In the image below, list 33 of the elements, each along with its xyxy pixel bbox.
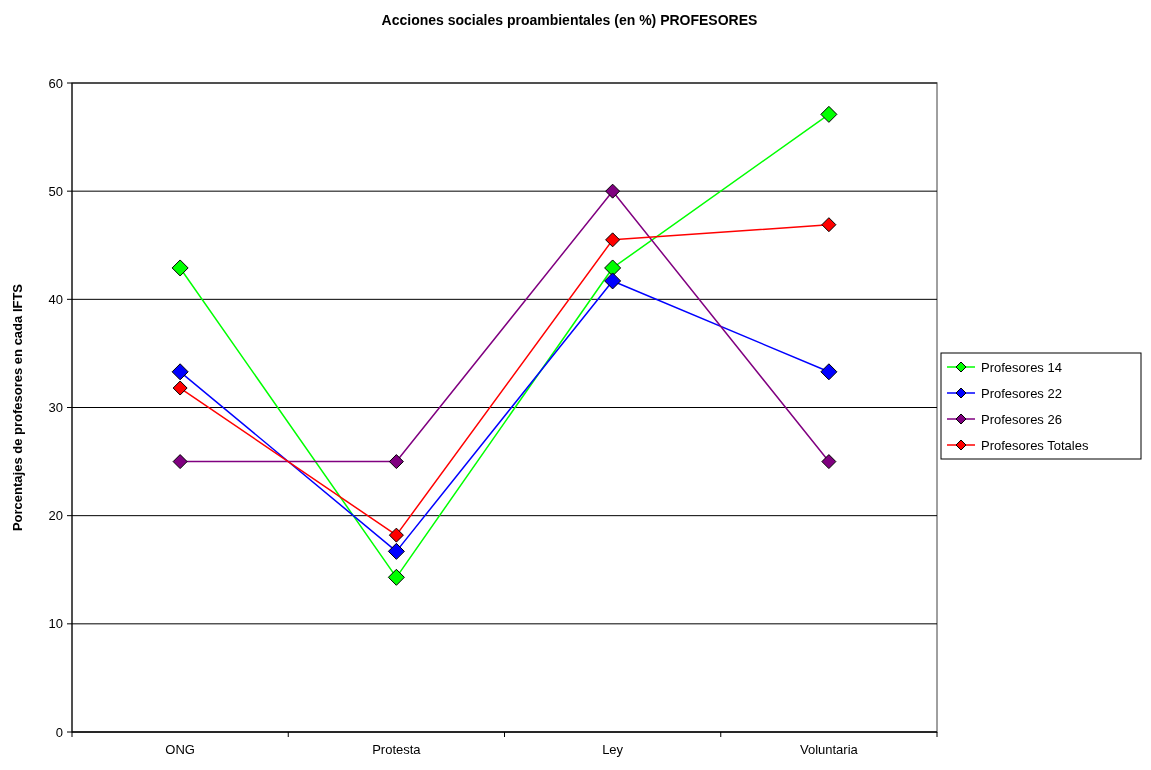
point xyxy=(388,454,404,470)
point xyxy=(171,259,189,277)
y-axis-title: Porcentajes de profesores en cada IFTS xyxy=(10,283,25,532)
point xyxy=(172,454,188,470)
point xyxy=(604,259,622,277)
point xyxy=(820,105,838,123)
point xyxy=(605,232,621,248)
x-tick-label: ONG xyxy=(165,742,195,757)
point xyxy=(820,363,838,381)
chart-title: Acciones sociales proambientales (en %) PROFESORES xyxy=(381,12,758,28)
point xyxy=(388,527,404,543)
y-tick-label: 0 xyxy=(55,724,63,740)
point xyxy=(605,183,621,199)
legend-label: Profesores 14 xyxy=(981,359,1062,375)
y-tick-label: 30 xyxy=(48,400,63,416)
y-tick-label: 50 xyxy=(48,183,63,199)
legend-label: Profesores 26 xyxy=(981,411,1062,427)
y-tick-label: 10 xyxy=(48,616,63,632)
point xyxy=(387,542,405,560)
point xyxy=(604,272,622,290)
point xyxy=(821,454,837,470)
legend-label: Profesores Totales xyxy=(981,437,1089,453)
point xyxy=(387,568,405,586)
x-tick-label: Protesta xyxy=(372,742,422,757)
y-tick-label: 40 xyxy=(48,291,63,307)
y-tick-label: 20 xyxy=(48,508,63,524)
legend-label: Profesores 22 xyxy=(981,385,1062,401)
point xyxy=(172,380,188,396)
x-tick-label: Ley xyxy=(602,742,624,757)
point xyxy=(171,363,189,381)
y-tick-label: 60 xyxy=(48,75,63,91)
x-tick-label: Voluntaria xyxy=(799,742,859,757)
point xyxy=(821,217,837,233)
